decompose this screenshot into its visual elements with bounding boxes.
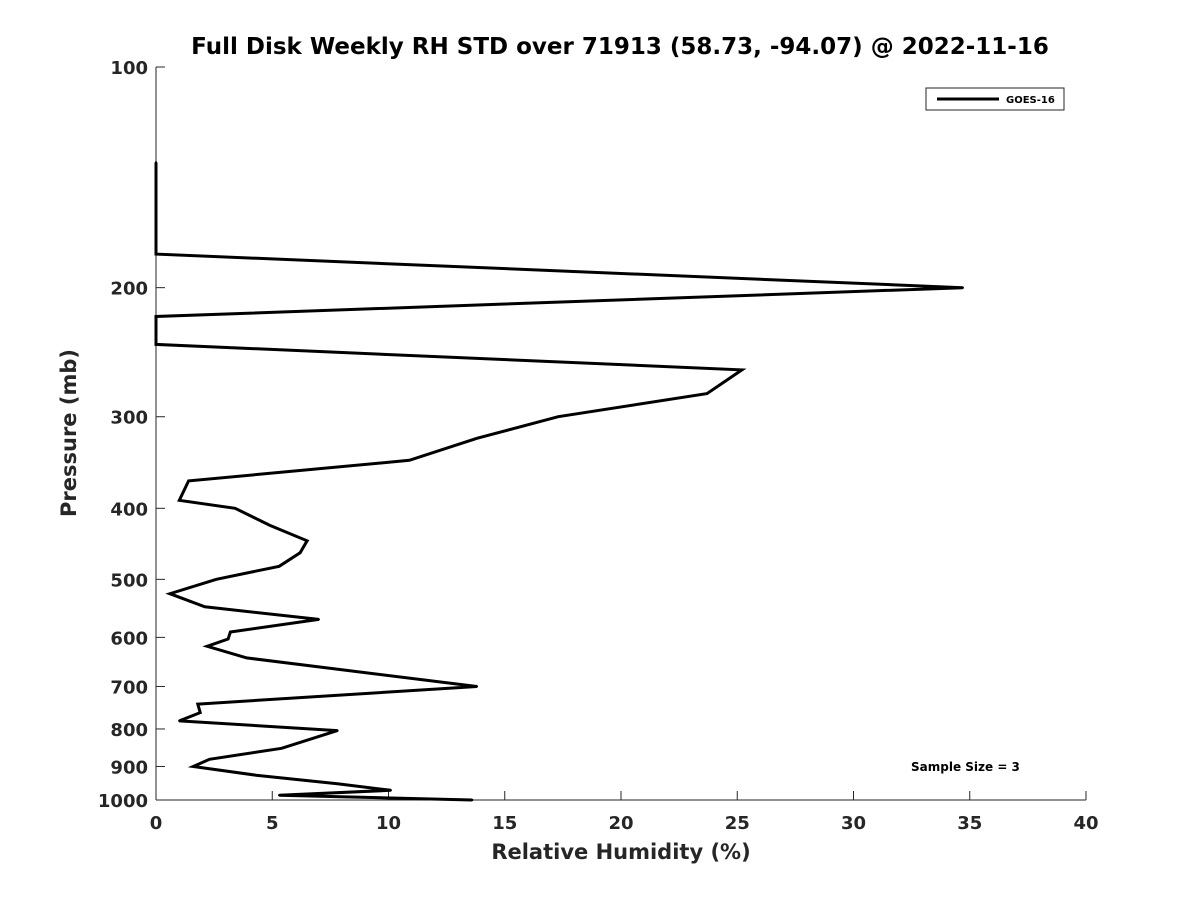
y-axis-label: Pressure (mb): [57, 349, 81, 517]
x-axis-label: Relative Humidity (%): [491, 840, 750, 864]
data-point: [187, 479, 190, 483]
data-point: [154, 315, 158, 318]
data-point: [203, 605, 206, 608]
data-point: [208, 758, 211, 761]
data-point: [557, 415, 560, 418]
data-point: [233, 507, 237, 510]
y-tick-label: 900: [110, 757, 148, 778]
data-point: [199, 711, 202, 714]
x-tick-label: 25: [725, 813, 750, 834]
y-axis-ticks: 100 200 300 400 500 600 700 800 900 1000: [98, 58, 165, 812]
x-tick-label: 5: [266, 813, 279, 834]
data-point: [154, 343, 158, 346]
y-tick-label: 1000: [98, 791, 148, 812]
x-tick-label: 20: [608, 813, 633, 834]
y-tick-label: 100: [110, 58, 148, 79]
series-layer: [154, 161, 964, 802]
data-point: [178, 719, 181, 723]
data-point: [408, 459, 411, 462]
data-point: [471, 798, 474, 802]
x-axis-ticks: 0 5 10 15 20 25 30 35 40: [150, 791, 1099, 834]
data-point: [475, 437, 479, 440]
data-point: [154, 161, 158, 164]
data-point: [215, 578, 218, 581]
data-point: [168, 592, 172, 595]
chart-title: Full Disk Weekly RH STD over 71913 (58.7…: [191, 34, 1049, 60]
data-point: [305, 539, 309, 542]
data-point: [705, 392, 709, 395]
data-point: [336, 782, 339, 785]
data-point: [278, 565, 281, 568]
x-tick-label: 30: [841, 813, 866, 834]
data-point: [268, 524, 272, 527]
data-point: [961, 286, 964, 289]
data-point: [317, 618, 320, 621]
legend: GOES-16: [925, 87, 1065, 111]
data-point: [154, 252, 158, 256]
data-point: [336, 729, 339, 732]
x-tick-label: 35: [957, 813, 982, 834]
data-point: [740, 368, 744, 372]
data-point: [280, 747, 283, 750]
y-tick-label: 600: [110, 628, 148, 649]
data-point: [254, 774, 258, 777]
data-point: [206, 645, 209, 648]
data-point: [192, 765, 195, 768]
y-tick-label: 800: [110, 720, 148, 741]
sample-size-annotation: Sample Size = 3: [911, 760, 1020, 774]
y-tick-label: 700: [110, 677, 148, 698]
y-tick-label: 200: [110, 279, 148, 300]
data-point: [178, 499, 181, 502]
data-point: [226, 637, 230, 641]
x-tick-label: 10: [376, 813, 401, 834]
data-point: [475, 685, 479, 688]
data-point: [196, 702, 199, 706]
data-point: [154, 205, 158, 208]
data-point: [298, 551, 302, 554]
y-tick-label: 400: [110, 499, 148, 520]
x-tick-label: 15: [492, 813, 517, 834]
x-tick-label: 0: [150, 813, 163, 834]
data-point: [278, 794, 281, 797]
legend-label-goes-16: GOES-16: [1006, 95, 1055, 106]
y-tick-label: 300: [110, 408, 148, 429]
x-tick-label: 40: [1073, 813, 1098, 834]
y-tick-label: 500: [110, 570, 148, 591]
data-point: [229, 630, 232, 634]
data-point: [389, 789, 392, 792]
data-point: [245, 656, 248, 660]
